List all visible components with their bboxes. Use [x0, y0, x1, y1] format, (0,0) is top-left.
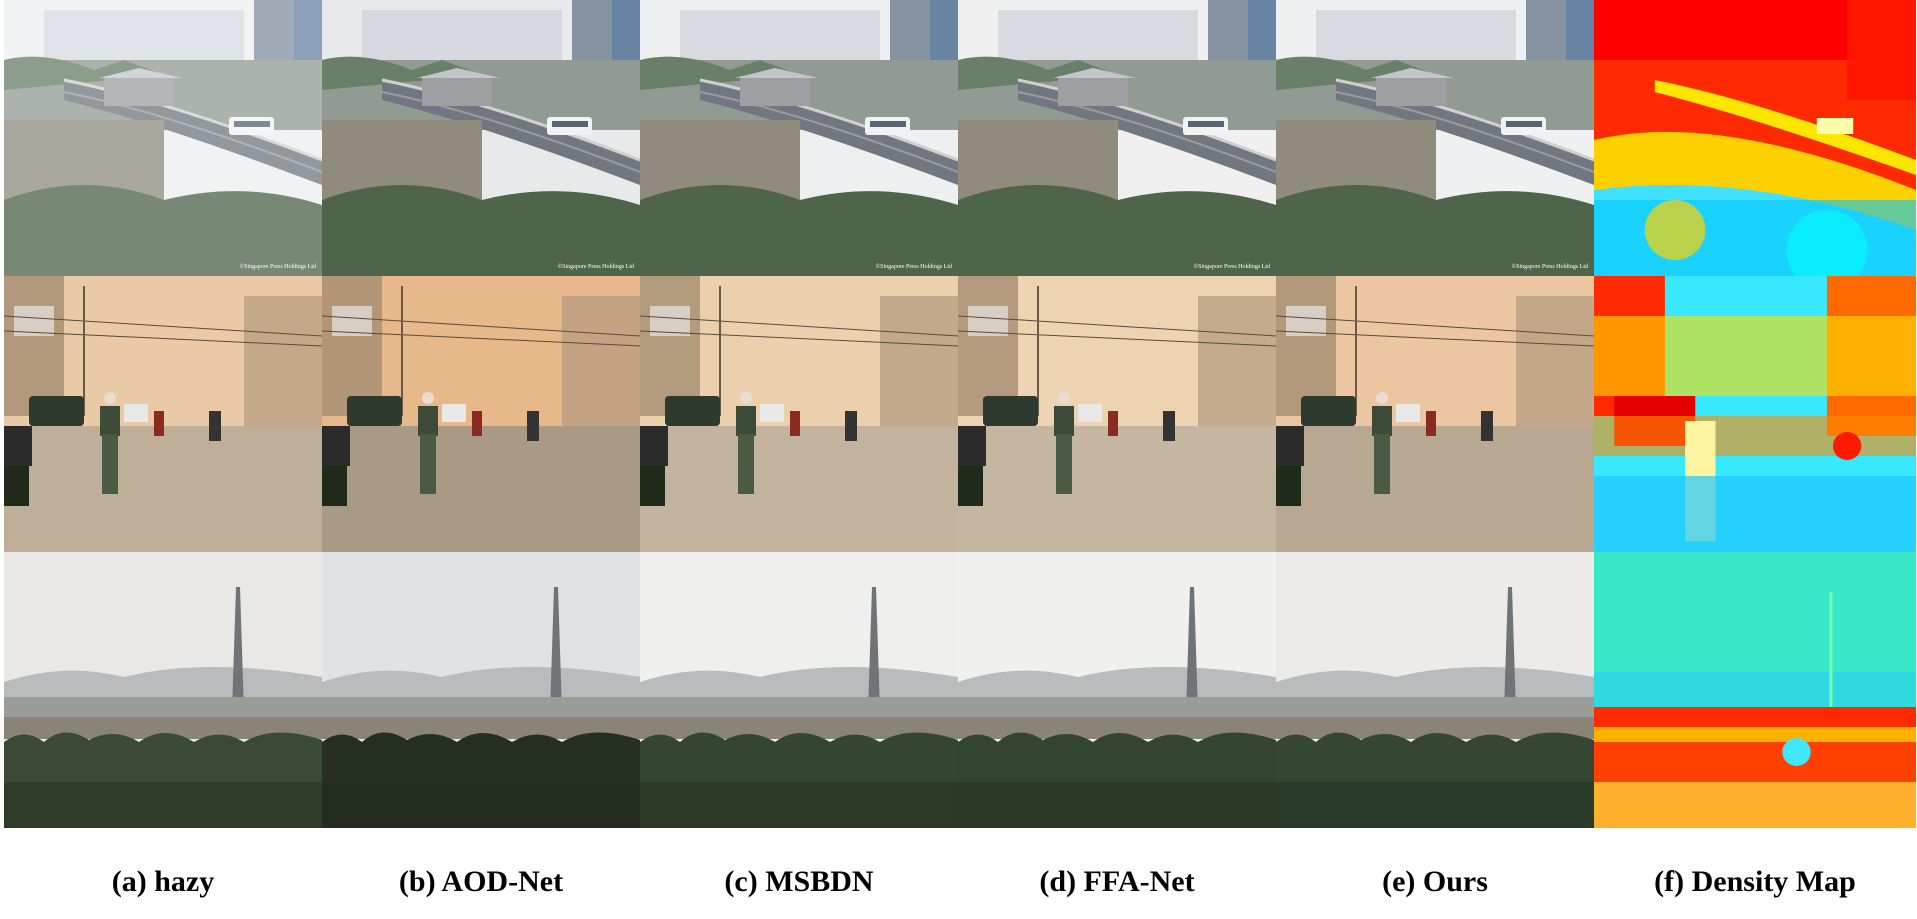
image-street-pedestrian-aod-net [322, 276, 640, 552]
caption-hazy: (a) hazy [111, 865, 215, 898]
image-street-pedestrian-ffa-net [958, 276, 1276, 552]
image-elevated-railway-msbdn: ©Singapore Press Holdings Ltd [640, 0, 958, 276]
image-street-pedestrian-msbdn [640, 276, 958, 552]
image-tower-landscape-ffa-net [958, 552, 1276, 828]
image-elevated-railway-hazy: ©Singapore Press Holdings Ltd [4, 0, 322, 276]
caption-ours: (e) Ours [1382, 865, 1488, 898]
image-elevated-railway-ffa-net: ©Singapore Press Holdings Ltd [958, 0, 1276, 276]
watermark-text: ©Singapore Press Holdings Ltd [876, 263, 952, 270]
image-street-pedestrian-density-map [1594, 276, 1916, 552]
watermark-text: ©Singapore Press Holdings Ltd [1194, 263, 1270, 270]
caption-ffa-net: (d) FFA-Net [1039, 865, 1195, 898]
image-elevated-railway-ours: ©Singapore Press Holdings Ltd [1276, 0, 1594, 276]
image-tower-landscape-msbdn [640, 552, 958, 828]
image-elevated-railway-density-map [1594, 0, 1916, 276]
watermark-text: ©Singapore Press Holdings Ltd [558, 263, 634, 270]
caption-msbdn: (c) MSBDN [724, 865, 874, 898]
image-tower-landscape-ours [1276, 552, 1594, 828]
image-elevated-railway-aod-net: ©Singapore Press Holdings Ltd [322, 0, 640, 276]
comparison-grid: ©Singapore Press Holdings Ltd ©Singapore… [4, 0, 1916, 830]
image-street-pedestrian-hazy [4, 276, 322, 552]
image-tower-landscape-aod-net [322, 552, 640, 828]
caption-aod-net: (b) AOD-Net [398, 865, 564, 898]
watermark-text: ©Singapore Press Holdings Ltd [1512, 263, 1588, 270]
caption-density-map: (f) Density Map [1654, 865, 1856, 898]
image-street-pedestrian-ours [1276, 276, 1594, 552]
image-tower-landscape-hazy [4, 552, 322, 828]
image-tower-landscape-density-map [1594, 552, 1916, 828]
watermark-text: ©Singapore Press Holdings Ltd [240, 263, 316, 270]
